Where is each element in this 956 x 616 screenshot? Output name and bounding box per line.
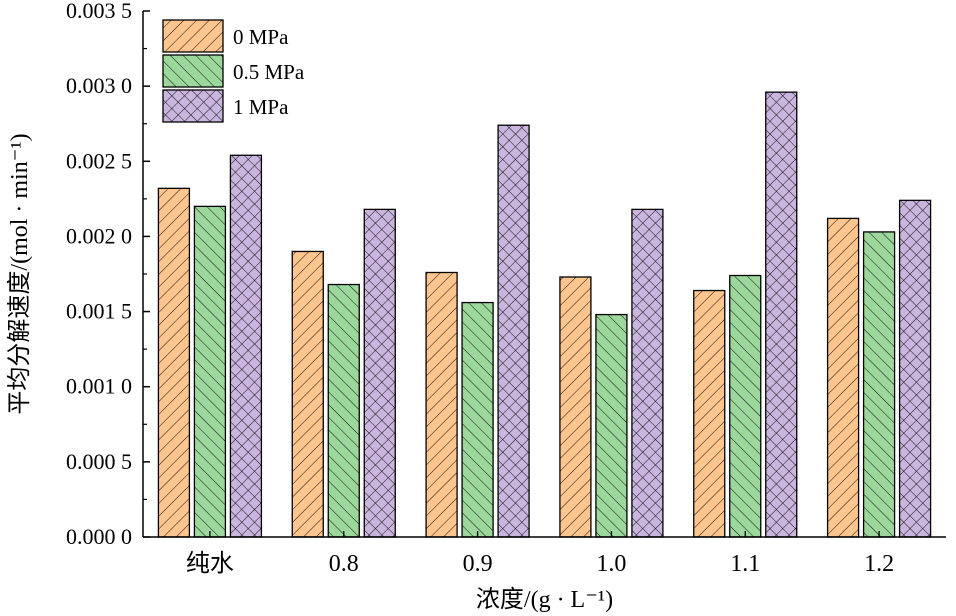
bar [631,208,664,538]
y-axis-title: 平均分解速度/(mol · min⁻¹) [6,133,33,414]
bar [765,91,798,538]
bar [826,217,860,538]
x-tick-labels-group: 纯水 0.8 0.9 1.0 1.1 1.2 [186,531,894,577]
x-tick-label: 纯水 [186,550,234,577]
y-tick-label: 0.002 0 [66,223,132,248]
bar [461,301,494,538]
bar [693,289,726,538]
axes-group [142,11,946,538]
y-tick-label: 0.001 0 [66,374,132,399]
y-ticks-group: 0.000 0 0.000 5 0.001 0 0.001 5 0.002 0 0.002… [66,0,150,549]
y-tick-label: 0.000 0 [66,524,132,549]
legend-swatch [162,19,224,53]
x-tick-label: 0.9 [463,551,493,577]
bar [425,271,458,538]
bar [729,274,762,538]
y-tick-label: 0.000 5 [66,449,132,474]
legend-label: 0 MPa [233,25,289,49]
bar [193,205,227,538]
legend-label: 1 MPa [233,95,289,119]
bar [497,124,530,538]
bar [862,231,896,538]
legend-label: 0.5 MPa [233,60,305,84]
bar [595,313,628,538]
bar [291,250,324,538]
legend-swatch [162,89,224,123]
x-tick-label: 0.8 [329,551,359,577]
bar [559,276,592,538]
bar [363,208,396,538]
x-tick-label: 1.1 [730,551,760,577]
legend: 0 MPa 0.5 MPa 1 MPa [162,19,305,123]
bar [229,154,263,538]
x-tick-label: 1.2 [864,551,894,577]
y-tick-label: 0.002 5 [66,148,132,173]
y-tick-label: 0.003 5 [66,0,132,23]
x-axis-title: 浓度/(g · L⁻¹) [476,586,613,613]
y-tick-label: 0.003 0 [66,73,132,98]
bar [898,199,932,538]
bar [157,187,191,538]
x-tick-label: 1.0 [596,551,626,577]
y-tick-label: 0.001 5 [66,299,132,324]
bars-group [157,91,932,538]
bar [327,283,360,538]
legend-swatch [162,54,224,88]
